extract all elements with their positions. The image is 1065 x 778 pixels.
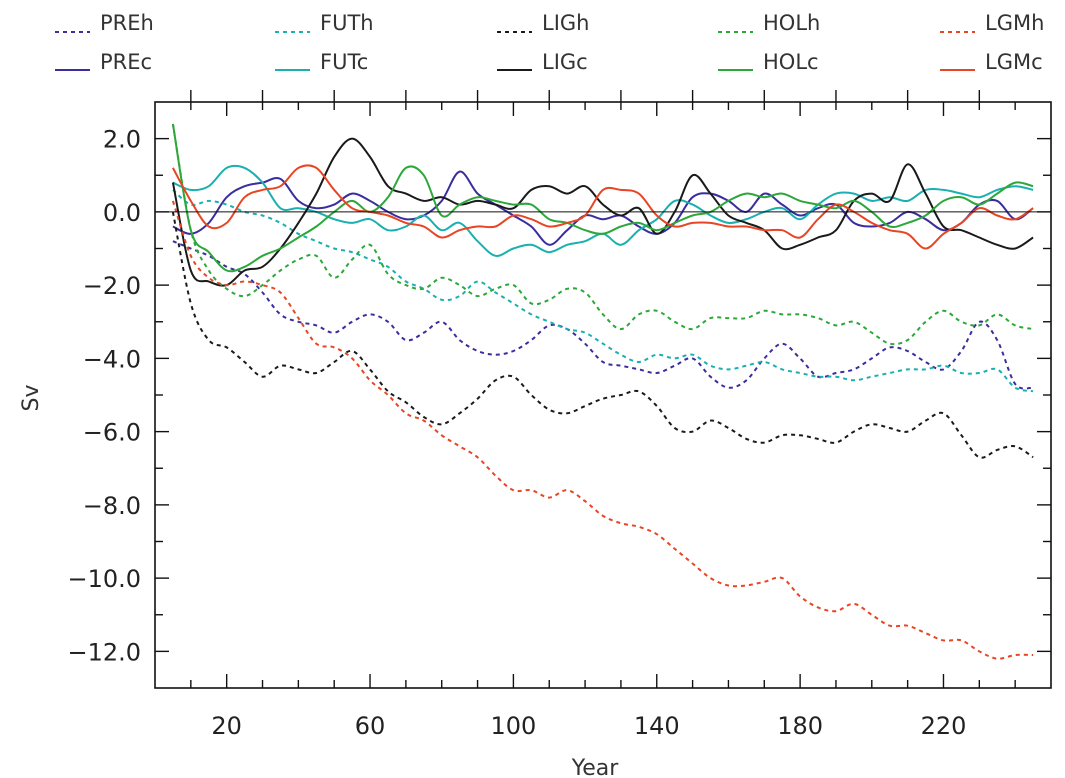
series-line-holc — [171, 123, 1034, 273]
y-axis-label: Sv — [19, 385, 44, 412]
x-tick-label: 180 — [777, 712, 823, 740]
y-tick-label: −8.0 — [83, 492, 141, 520]
series-line-ligh — [171, 211, 1034, 459]
y-tick-label: −12.0 — [67, 638, 141, 666]
y-tick-label: −6.0 — [83, 419, 141, 447]
legend-label-lgmc: LGMc — [985, 50, 1043, 74]
series-line-lgmh — [171, 200, 1034, 660]
plot-series — [171, 123, 1034, 660]
y-tick-label: −2.0 — [83, 272, 141, 300]
legend-label-lgmh: LGMh — [985, 11, 1044, 35]
y-tick-label: −4.0 — [83, 345, 141, 373]
legend-label-ligh: LIGh — [542, 11, 589, 35]
y-tick-label: 0.0 — [103, 199, 141, 227]
series-line-futh — [172, 189, 1034, 393]
legend-label-holh: HOLh — [763, 11, 820, 35]
legend-label-preh: PREh — [100, 11, 154, 35]
x-tick-label: 140 — [634, 712, 680, 740]
legend-label-holc: HOLc — [763, 50, 819, 74]
x-tick-label: 100 — [490, 712, 536, 740]
legend-label-futc: FUTc — [320, 50, 368, 74]
series-line-preh — [172, 240, 1034, 390]
legend-label-prec: PREc — [100, 50, 152, 74]
legend-label-ligc: LIGc — [542, 50, 588, 74]
x-tick-label: 20 — [211, 712, 242, 740]
y-tick-label: −10.0 — [67, 565, 141, 593]
y-tick-label: 2.0 — [103, 126, 141, 154]
legend-label-futh: FUTh — [320, 11, 374, 35]
x-tick-label: 60 — [355, 712, 386, 740]
series-line-futc — [172, 164, 1034, 257]
legend: PREh PREc FUTh FUTc LIGh LIGc HOLh HOLc LGMh LGMc — [55, 11, 1044, 74]
x-tick-label: 220 — [921, 712, 967, 740]
x-axis-label: Year — [571, 756, 620, 778]
axes: 20 60 100 140 180 220 2.0 0.0 −2.0 −4.0 −6.0 −8.0 −1… — [67, 90, 1052, 740]
series-line-prec — [172, 170, 1034, 246]
series-line-lgmc — [172, 164, 1034, 250]
series-line-ligc — [171, 137, 1034, 287]
